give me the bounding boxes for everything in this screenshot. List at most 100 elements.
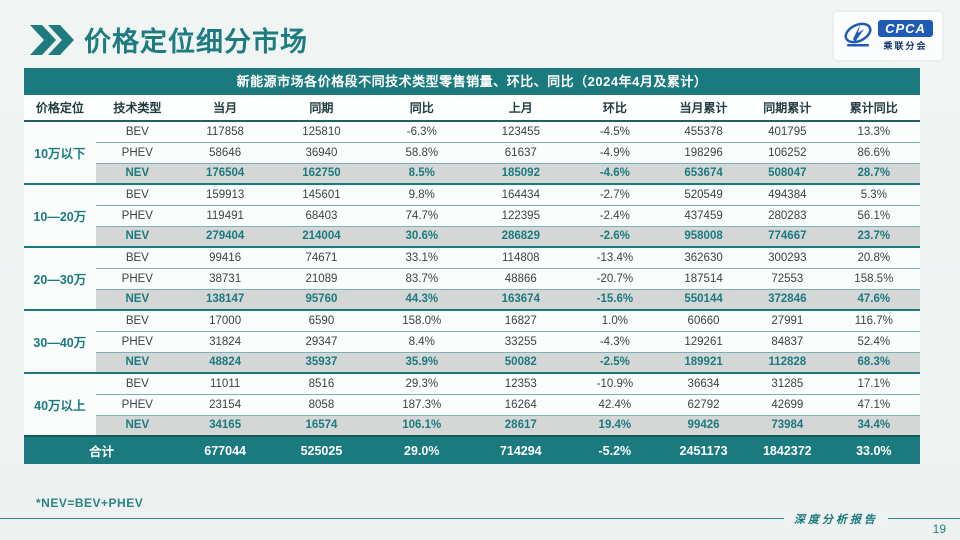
value-cell: 42.4% bbox=[569, 393, 661, 415]
value-cell: 119491 bbox=[178, 204, 272, 226]
value-cell: 12353 bbox=[471, 372, 570, 394]
footer-divider bbox=[0, 518, 960, 519]
tech-type-cell: BEV bbox=[95, 372, 179, 394]
total-cell: 525025 bbox=[271, 435, 372, 464]
total-cell: 29.0% bbox=[371, 435, 472, 464]
value-cell: 34165 bbox=[178, 414, 272, 436]
column-header: 当月 bbox=[178, 95, 272, 122]
value-cell: 48866 bbox=[471, 267, 570, 289]
value-cell: 106.1% bbox=[371, 414, 472, 436]
price-segment-label: 40万以上 bbox=[24, 372, 96, 436]
value-cell: 35937 bbox=[271, 351, 372, 373]
value-cell: 74671 bbox=[271, 246, 372, 268]
value-cell: -4.3% bbox=[569, 330, 661, 352]
total-label: 合计 bbox=[24, 435, 179, 464]
value-cell: 958008 bbox=[660, 225, 747, 247]
price-segment-label: 10—20万 bbox=[24, 183, 96, 247]
value-cell: 62792 bbox=[660, 393, 747, 415]
cpca-swoosh-icon bbox=[843, 19, 873, 54]
column-header: 同比 bbox=[371, 95, 472, 122]
table-row: 40万以上 BEV 11011 8516 29.3% 12353 -10.9% 36634 31… bbox=[24, 372, 920, 436]
value-cell: 83.7% bbox=[371, 267, 472, 289]
table-row: PHEV 38731 21089 83.7% 48866 -20.7% 187514 7255… bbox=[24, 267, 920, 289]
table-row: NEV 138147 95760 44.3% 163674 -15.6% 550144 372… bbox=[24, 288, 920, 310]
value-cell: 48824 bbox=[178, 351, 272, 373]
value-cell: 72553 bbox=[747, 267, 828, 289]
page-number: 19 bbox=[932, 522, 946, 536]
value-cell: 33255 bbox=[471, 330, 570, 352]
value-cell: 214004 bbox=[271, 225, 372, 247]
tech-type-cell: BEV bbox=[95, 120, 179, 142]
value-cell: -2.6% bbox=[569, 225, 661, 247]
logo-sub-label: 乘联分会 bbox=[883, 41, 928, 51]
table-row: PHEV 23154 8058 187.3% 16264 42.4% 62792 42699 4… bbox=[24, 393, 920, 415]
value-cell: 116.7% bbox=[827, 309, 920, 331]
column-header: 技术类型 bbox=[95, 95, 179, 122]
table-row: 10万以下 BEV 117858 125810 -6.3% 123455 -4.5% 4553… bbox=[24, 120, 920, 184]
value-cell: 31824 bbox=[178, 330, 272, 352]
total-row: 合计 677044 525025 29.0% 714294 -5.2% 2451… bbox=[24, 435, 920, 464]
logo-cpca-label: CPCA bbox=[878, 20, 933, 37]
value-cell: 279404 bbox=[178, 225, 272, 247]
value-cell: 47.1% bbox=[827, 393, 920, 415]
tech-type-cell: NEV bbox=[95, 414, 179, 436]
value-cell: -4.6% bbox=[569, 162, 661, 184]
cpca-logo: CPCA 乘联分会 bbox=[834, 12, 942, 60]
value-cell: 36634 bbox=[660, 372, 747, 394]
total-cell: -5.2% bbox=[569, 435, 661, 464]
value-cell: 44.3% bbox=[371, 288, 472, 310]
footnote: *NEV=BEV+PHEV bbox=[36, 496, 144, 510]
column-header: 价格定位 bbox=[24, 95, 96, 122]
table-row: 10—20万 BEV 159913 145601 9.8% 164434 -2.7% 5205… bbox=[24, 183, 920, 247]
value-cell: 99416 bbox=[178, 246, 272, 268]
value-cell: 123455 bbox=[471, 120, 570, 142]
tech-type-cell: PHEV bbox=[95, 330, 179, 352]
table-row: NEV 279404 214004 30.6% 286829 -2.6% 958008 774… bbox=[24, 225, 920, 247]
value-cell: 21089 bbox=[271, 267, 372, 289]
value-cell: 52.4% bbox=[827, 330, 920, 352]
column-header: 同期累计 bbox=[747, 95, 828, 122]
logo-text: CPCA 乘联分会 bbox=[878, 20, 933, 52]
value-cell: 122395 bbox=[471, 204, 570, 226]
value-cell: 17.1% bbox=[827, 372, 920, 394]
data-table-section: 新能源市场各价格段不同技术类型零售销量、环比、同比（2024年4月及累计） 价格… bbox=[24, 68, 920, 464]
tech-type-cell: NEV bbox=[95, 351, 179, 373]
value-cell: 19.4% bbox=[569, 414, 661, 436]
value-cell: 35.9% bbox=[371, 351, 472, 373]
value-cell: -10.9% bbox=[569, 372, 661, 394]
value-cell: 42699 bbox=[747, 393, 828, 415]
tech-type-cell: BEV bbox=[95, 183, 179, 205]
value-cell: 117858 bbox=[178, 120, 272, 142]
value-cell: 58646 bbox=[178, 141, 272, 163]
value-cell: -20.7% bbox=[569, 267, 661, 289]
value-cell: 300293 bbox=[747, 246, 828, 268]
tech-type-cell: PHEV bbox=[95, 267, 179, 289]
table-header-row: 价格定位 技术类型 当月 同期 同比 上月 环比 当月累计 同期累计 累计同比 bbox=[24, 95, 920, 122]
value-cell: 112828 bbox=[747, 351, 828, 373]
table-row: NEV 48824 35937 35.9% 50082 -2.5% 189921 112828… bbox=[24, 351, 920, 373]
price-segment-table: 价格定位 技术类型 当月 同期 同比 上月 环比 当月累计 同期累计 累计同比 … bbox=[24, 95, 920, 464]
value-cell: 34.4% bbox=[827, 414, 920, 436]
value-cell: 185092 bbox=[471, 162, 570, 184]
value-cell: -6.3% bbox=[371, 120, 472, 142]
value-cell: 47.6% bbox=[827, 288, 920, 310]
tech-type-cell: PHEV bbox=[95, 204, 179, 226]
value-cell: 28.7% bbox=[827, 162, 920, 184]
table-row: PHEV 119491 68403 74.7% 122395 -2.4% 437459 280… bbox=[24, 204, 920, 226]
value-cell: 176504 bbox=[178, 162, 272, 184]
value-cell: 164434 bbox=[471, 183, 570, 205]
value-cell: 50082 bbox=[471, 351, 570, 373]
table-title: 新能源市场各价格段不同技术类型零售销量、环比、同比（2024年4月及累计） bbox=[24, 68, 920, 95]
value-cell: 520549 bbox=[660, 183, 747, 205]
value-cell: 17000 bbox=[178, 309, 272, 331]
value-cell: 187514 bbox=[660, 267, 747, 289]
value-cell: 362630 bbox=[660, 246, 747, 268]
total-cell: 714294 bbox=[471, 435, 570, 464]
value-cell: 58.8% bbox=[371, 141, 472, 163]
value-cell: 31285 bbox=[747, 372, 828, 394]
value-cell: 27991 bbox=[747, 309, 828, 331]
price-segment-label: 10万以下 bbox=[24, 120, 96, 184]
value-cell: 114808 bbox=[471, 246, 570, 268]
value-cell: 163674 bbox=[471, 288, 570, 310]
value-cell: 6590 bbox=[271, 309, 372, 331]
